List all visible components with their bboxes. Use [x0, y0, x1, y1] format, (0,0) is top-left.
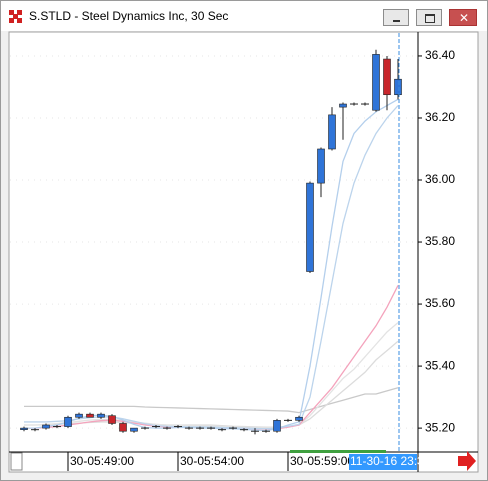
candle-body [42, 424, 50, 429]
candle-body [273, 420, 281, 432]
candle-body [339, 103, 347, 108]
y-tick-label: 36.20 [425, 110, 455, 124]
cursor-label: 11-30-16 23:34:00 [350, 454, 448, 468]
candle-body [394, 78, 402, 96]
close-button[interactable]: ✕ [449, 9, 477, 26]
candle-body [75, 413, 83, 418]
candle-body [328, 114, 336, 150]
x-tick-label: 30-05:59:00 [290, 454, 354, 468]
candle-body [306, 182, 314, 272]
app-icon [9, 10, 22, 23]
y-tick-label: 35.20 [425, 420, 455, 434]
title-bar: S.STLD - Steel Dynamics Inc, 30 Sec ✕ [1, 1, 487, 31]
y-tick-label: 35.60 [425, 296, 455, 310]
candle-body [317, 148, 325, 184]
y-tick-label: 35.40 [425, 358, 455, 372]
y-tick-label: 35.80 [425, 234, 455, 248]
minimize-button[interactable] [383, 9, 409, 26]
moving-average-line [24, 322, 399, 429]
scroll-box[interactable] [10, 452, 23, 471]
x-tick-label: 30-05:49:00 [70, 454, 134, 468]
chart-frame [8, 31, 479, 473]
candle-body [130, 427, 138, 432]
scroll-right-arrow[interactable] [458, 451, 476, 471]
y-tick-label: 36.40 [425, 48, 455, 62]
maximize-button[interactable] [416, 9, 442, 26]
window-title: S.STLD - Steel Dynamics Inc, 30 Sec [29, 9, 229, 23]
session-bar [290, 450, 386, 453]
y-tick-label: 36.00 [425, 172, 455, 186]
cursor-label-box [349, 454, 417, 470]
x-tick-label: 30-05:54:00 [180, 454, 244, 468]
candle-body [64, 416, 72, 427]
candle-body [119, 423, 127, 432]
candle-body [383, 58, 391, 96]
candle-body [295, 416, 303, 421]
candle-body [86, 413, 94, 418]
chart: 35.20 35.40 35.60 35.80 36.00 36.20 36.40 30-05… [8, 31, 479, 473]
candle-body [108, 415, 116, 424]
moving-average-line [24, 387, 399, 414]
candle-body [372, 54, 380, 111]
candle-body [97, 413, 105, 418]
candle-body [20, 427, 28, 430]
